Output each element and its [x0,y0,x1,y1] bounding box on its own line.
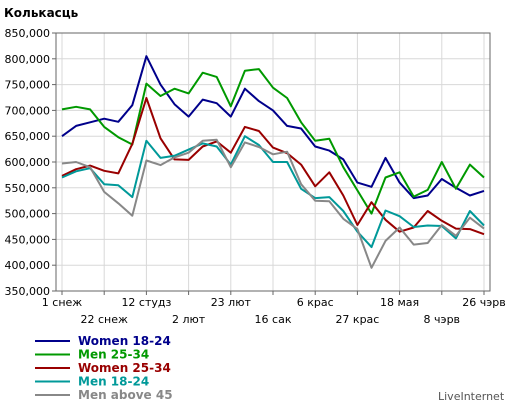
x-tick-label: 26 чэрв [462,296,506,309]
x-tick-label: 6 крас [297,296,334,309]
x-tick-label: 8 чэрв [424,313,461,326]
legend-label: Men 18-24 [78,375,149,389]
y-tick-label: 500,000 [5,208,51,221]
x-tick-label: 18 мая [380,296,419,309]
y-tick-label: 750,000 [5,79,51,92]
y-tick-label: 700,000 [5,104,51,117]
x-tick-label: 1 снеж [42,296,83,309]
y-tick-label: 650,000 [5,130,51,143]
plot-frame [55,32,491,292]
legend-label: Men 25-34 [78,348,149,362]
x-tick-label: 27 крас [335,313,379,326]
y-tick-label: 550,000 [5,182,51,195]
chart-title: Колькасць [4,6,79,20]
y-axis-ticks: 350,000 400,000 450,000 500,000 550,000 600,0… [5,27,56,298]
y-tick-label: 350,000 [5,285,51,298]
x-tick-label: 16 сак [255,313,292,326]
brand-label: LiveInternet [438,390,505,403]
y-tick-label: 600,000 [5,156,51,169]
y-tick-label: 800,000 [5,53,51,66]
y-tick-label: 450,000 [5,233,51,246]
series-line-men-above-45 [61,138,485,269]
y-tick-label: 400,000 [5,259,51,272]
series-line-men-18-24 [61,135,485,249]
series-lines [61,55,485,269]
legend-label: Women 18-24 [78,334,171,348]
x-tick-label: 12 студз [121,296,171,309]
legend-label: Men above 45 [78,388,173,402]
x-tick-label: 22 снеж [80,313,128,326]
y-tick-label: 850,000 [5,27,51,40]
legend-label: Women 25-34 [78,361,171,375]
x-tick-label: 2 лют [172,313,206,326]
series-line-women-18-24 [61,55,485,200]
x-tick-label: 23 лют [211,296,252,309]
